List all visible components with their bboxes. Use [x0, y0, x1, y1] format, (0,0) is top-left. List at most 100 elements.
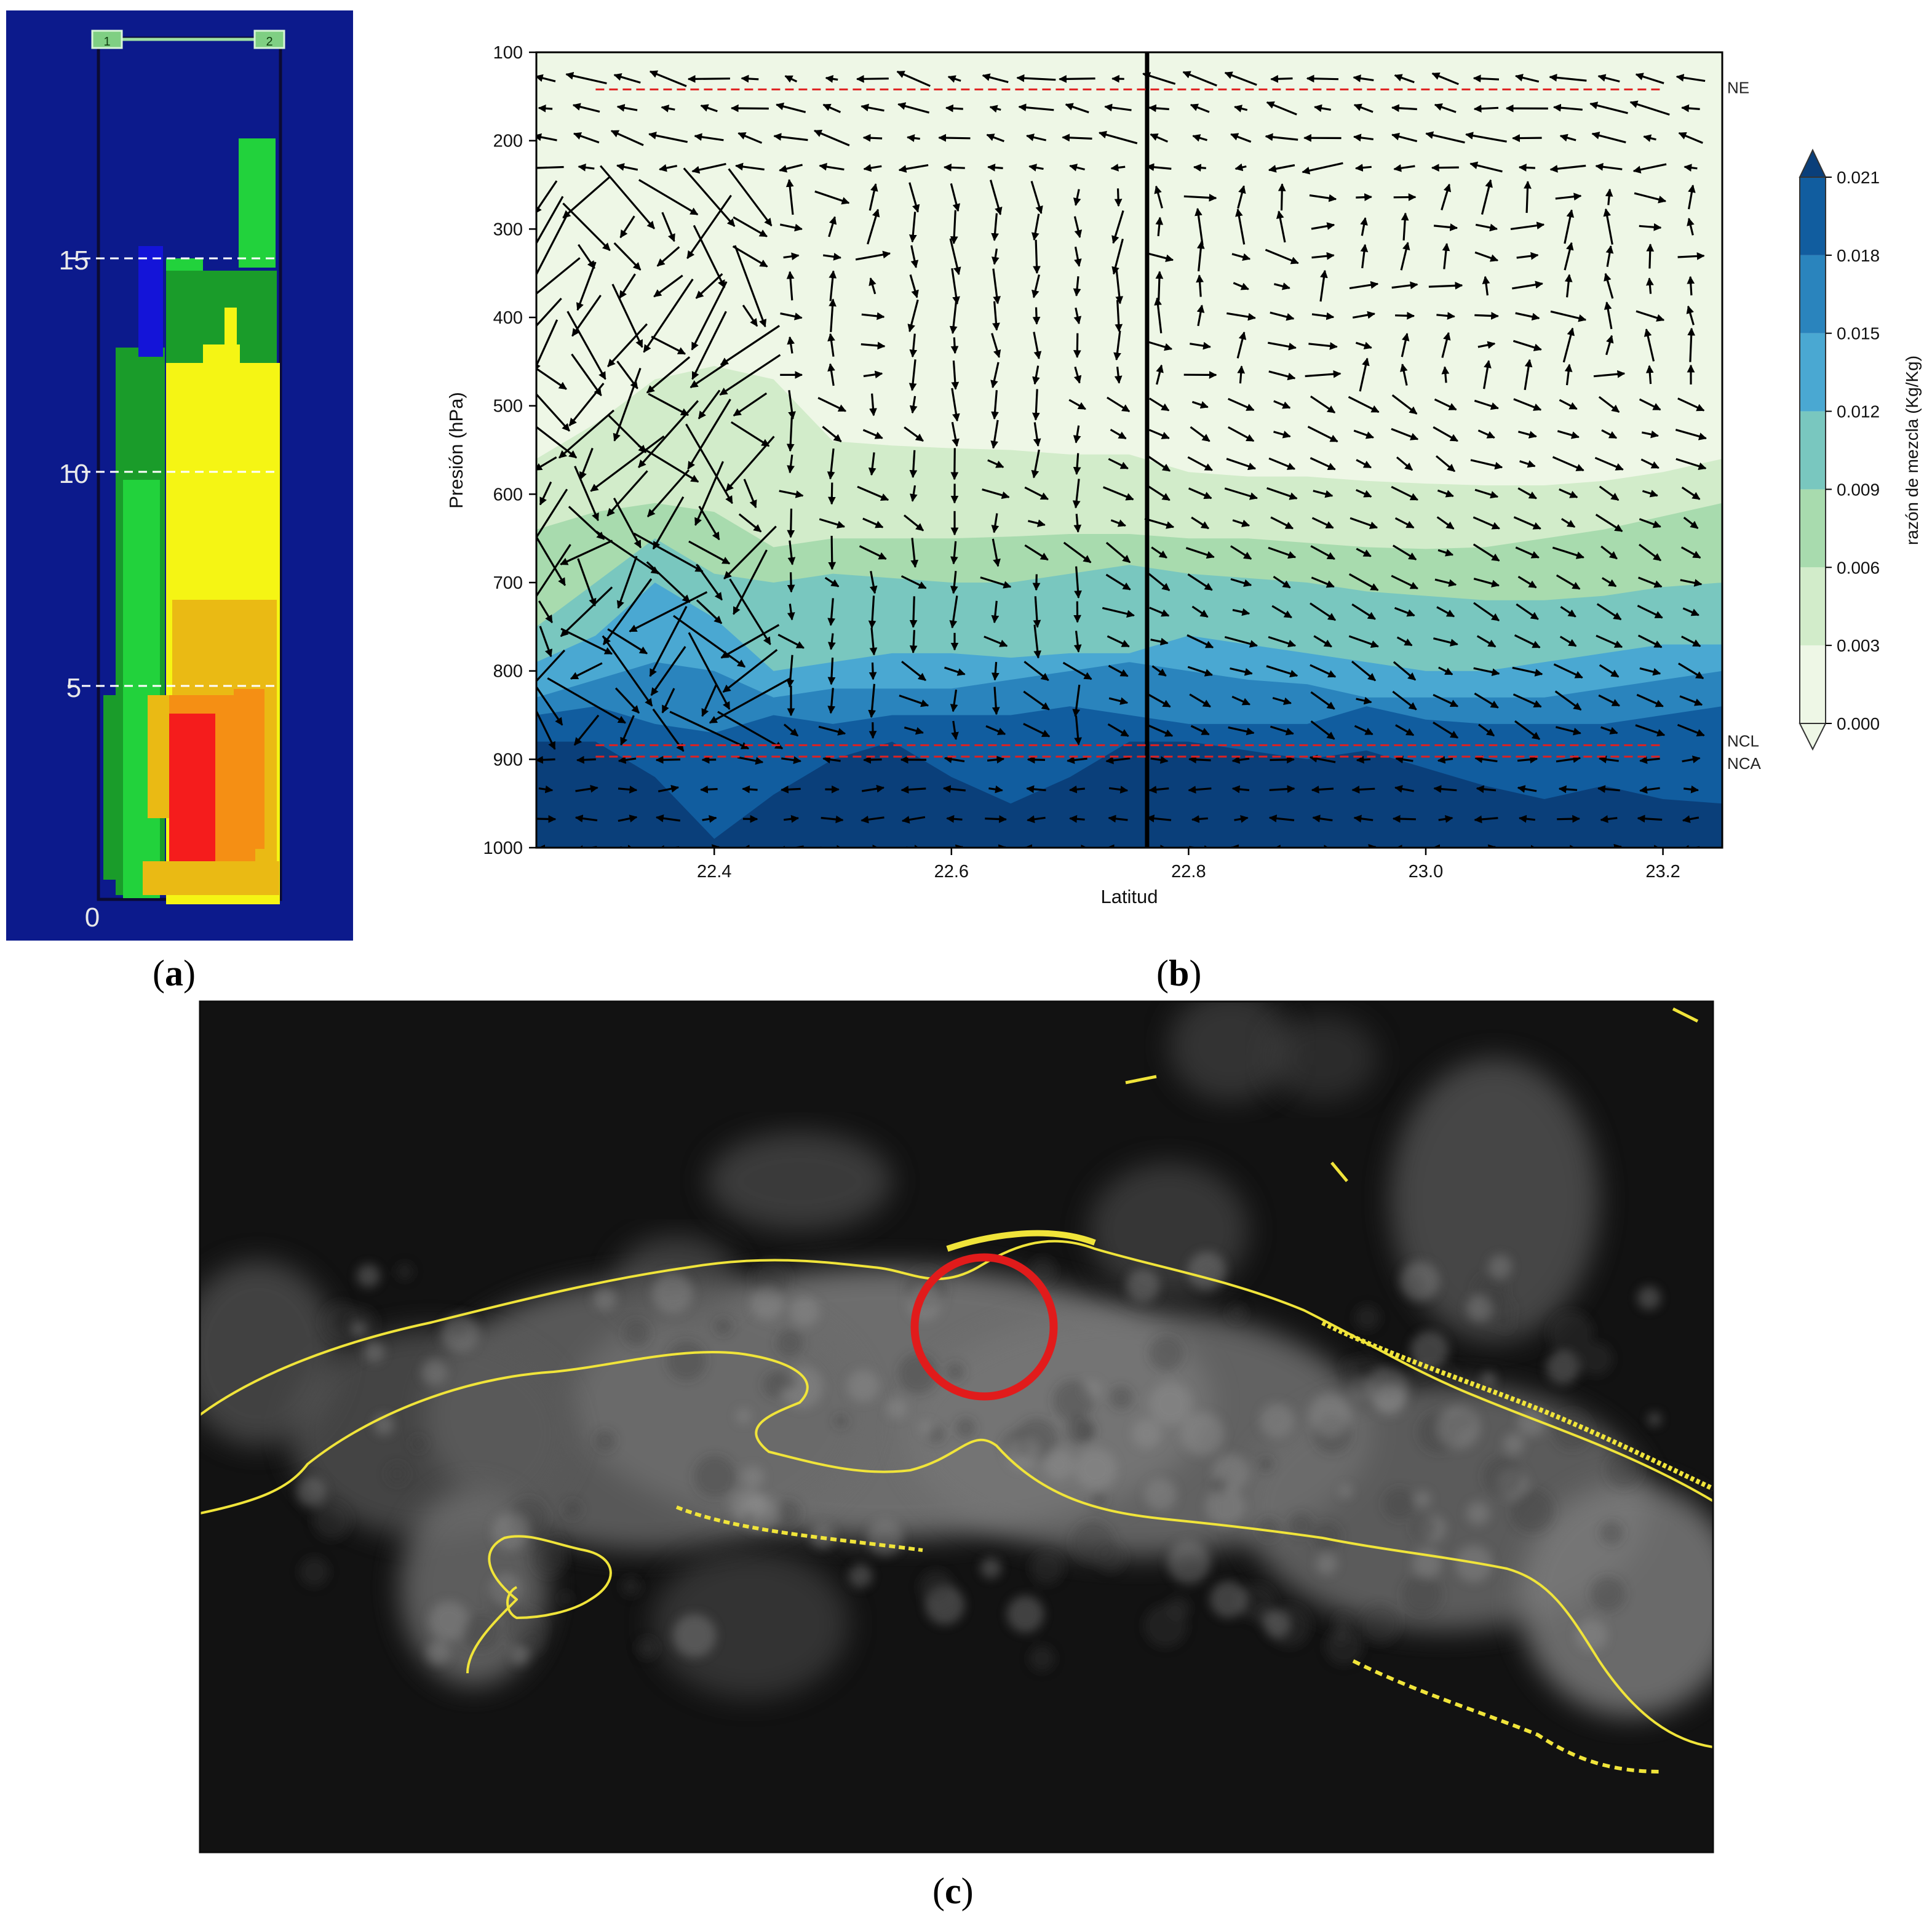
wind-vector: [813, 129, 850, 146]
wind-vector: [687, 399, 731, 470]
cloud-speckle: [1466, 1502, 1490, 1525]
wind-vector: [1230, 578, 1252, 587]
cloud-speckle: [1007, 1596, 1044, 1633]
cloud-speckle: [1044, 1449, 1075, 1480]
wind-vector: [783, 252, 800, 261]
wind-vector: [787, 603, 795, 621]
wind-vector: [1026, 785, 1046, 794]
wind-vector: [987, 755, 1005, 764]
wind-vector: [1114, 188, 1123, 207]
wind-vector: [1024, 661, 1049, 682]
caption-b: (b): [1156, 953, 1202, 993]
y-tick-label: 300: [493, 220, 523, 239]
cloud-speckle: [396, 1263, 413, 1280]
wind-vector: [1191, 400, 1209, 409]
cloud-speckle: [834, 1414, 848, 1428]
wind-vector: [1115, 268, 1124, 305]
wind-vector: [910, 538, 919, 568]
y-tick-label: 700: [493, 573, 523, 593]
wind-vector: [730, 421, 770, 447]
reflectivity-block: [123, 480, 160, 898]
wind-vector: [900, 786, 926, 794]
cloud-mass: [1169, 1001, 1292, 1101]
wind-vector: [1516, 603, 1539, 620]
wind-vector: [690, 361, 729, 389]
wind-vector: [733, 549, 768, 615]
wind-vector: [1309, 754, 1336, 763]
wind-vector: [659, 164, 678, 172]
wind-vector: [1513, 693, 1542, 708]
wind-vector: [987, 164, 1003, 172]
cloud-speckle: [1228, 1304, 1246, 1323]
colorbar-band: [1800, 177, 1826, 255]
reflectivity-block: [246, 375, 264, 498]
wind-vector: [943, 163, 965, 172]
wind-vector: [695, 563, 723, 601]
wind-vector: [1639, 223, 1662, 231]
wind-vector: [982, 73, 1009, 84]
wind-vector: [1359, 357, 1370, 392]
wind-vector: [787, 508, 795, 538]
wind-vector: [1230, 133, 1252, 143]
wind-vector: [1348, 573, 1379, 591]
wind-vector: [1068, 399, 1086, 410]
wind-vector: [986, 133, 1004, 143]
wind-vector: [572, 103, 600, 113]
wind-vector: [1231, 785, 1250, 794]
wind-vector: [1234, 815, 1249, 823]
wind-vector: [1434, 578, 1457, 587]
wind-vector: [950, 689, 958, 712]
wind-vector: [649, 606, 688, 677]
cloud-speckle: [1053, 1380, 1094, 1421]
wind-vector: [1032, 574, 1041, 591]
wind-vector: [607, 628, 648, 655]
wind-vector: [1676, 458, 1707, 471]
wind-vector: [536, 392, 570, 432]
cloud-speckle: [742, 1466, 764, 1488]
wind-vector: [1436, 606, 1455, 618]
cloud-speckle: [532, 1542, 566, 1577]
wind-vector: [638, 400, 699, 468]
wind-vector: [909, 396, 918, 414]
cloud-mass: [1390, 1058, 1599, 1341]
colorbar-tick-label: 0.009: [1837, 480, 1880, 499]
wind-vector: [951, 388, 960, 422]
wind-vector: [1401, 212, 1409, 241]
cloud-mass: [1267, 1015, 1378, 1101]
wind-vector: [781, 786, 801, 794]
wind-vector: [742, 785, 758, 794]
reflectivity-block: [148, 695, 172, 818]
wind-vector: [1196, 241, 1205, 272]
wind-vector: [896, 70, 931, 87]
wind-vector: [1603, 208, 1613, 245]
wind-vector: [990, 362, 1000, 389]
wind-vector: [992, 538, 1001, 567]
wind-vector: [1154, 185, 1163, 209]
wind-vector: [1425, 131, 1465, 144]
cloud-mass: [1089, 1163, 1249, 1298]
wind-vector: [1438, 666, 1453, 675]
coastline-north: [200, 1240, 1713, 1502]
wind-vector: [735, 162, 765, 171]
wind-vector: [1307, 426, 1338, 443]
wind-vector: [818, 725, 846, 736]
wind-vector: [1644, 328, 1655, 362]
wind-vector: [1033, 422, 1041, 447]
coastlines: [200, 1007, 1713, 1774]
wind-vector: [595, 530, 659, 575]
wind-vector: [1102, 486, 1134, 501]
wind-vector: [688, 540, 731, 565]
wind-vector: [1155, 271, 1164, 301]
wind-vector: [536, 165, 564, 169]
wind-vector: [1399, 363, 1408, 386]
panel-a-radar-profile: 1 2 0 5 10 15: [6, 10, 353, 941]
wind-vector: [1355, 341, 1372, 349]
cloud-speckle: [1167, 1541, 1210, 1584]
wind-vector: [1305, 370, 1342, 378]
wind-vector: [578, 163, 595, 172]
wind-vector: [1442, 242, 1450, 269]
wind-vector: [1309, 194, 1337, 202]
cloud-mass: [652, 1550, 849, 1698]
wind-vector: [1224, 635, 1258, 648]
